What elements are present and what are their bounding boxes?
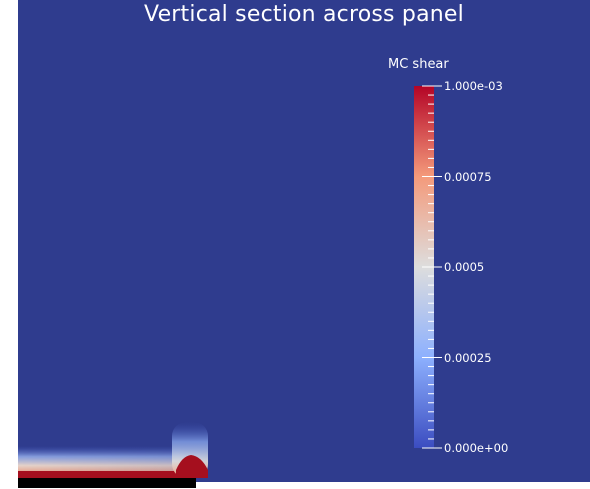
colorbar-tick-label: 0.00025 <box>444 350 492 365</box>
chart-title: Vertical section across panel <box>144 2 464 27</box>
colorbar-tick-label: 0.00075 <box>444 169 492 184</box>
colorbar-tick-label: 0.000e+00 <box>444 441 509 455</box>
field-background <box>18 0 590 482</box>
colorbar-tick-label: 0.0005 <box>444 260 485 274</box>
colorbar-tick-label: 1.000e-03 <box>444 79 503 93</box>
bottom-strip <box>196 482 590 489</box>
colorbar-ticks <box>422 85 442 449</box>
edge-core <box>176 455 208 478</box>
colorbar-title: MC shear <box>388 57 449 72</box>
shear-band-core <box>18 471 178 478</box>
panel-bar <box>18 478 196 488</box>
